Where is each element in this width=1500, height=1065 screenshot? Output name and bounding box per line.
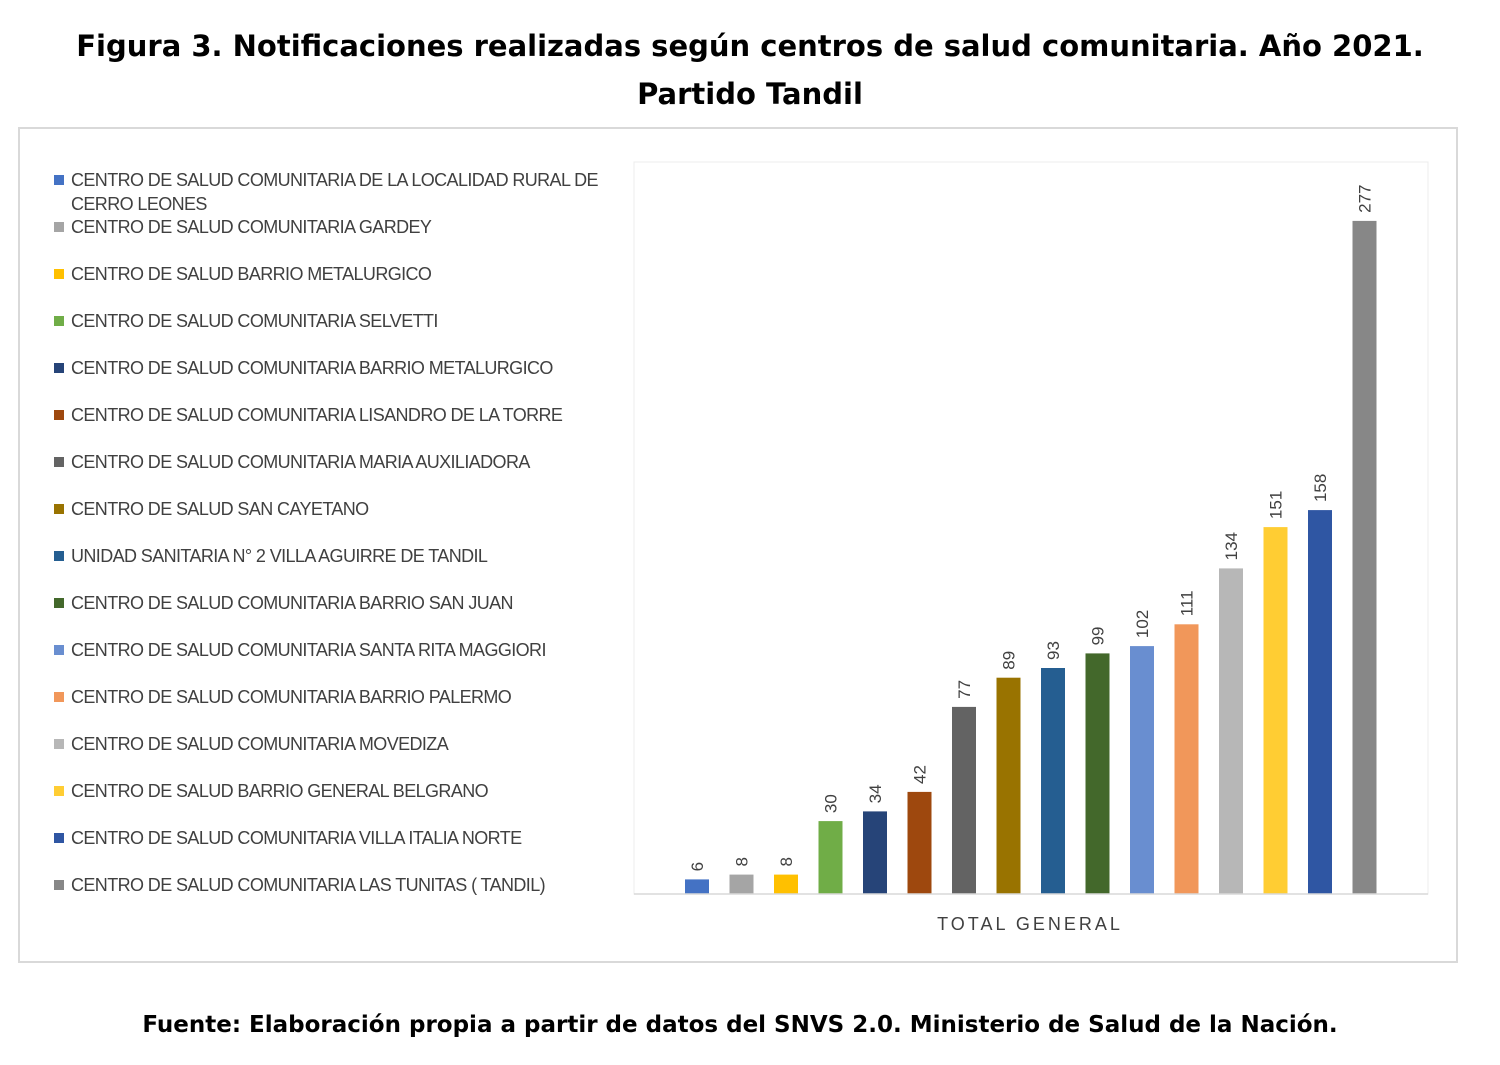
legend-label: CENTRO DE SALUD COMUNITARIA BARRIO SAN J… xyxy=(71,593,514,613)
bar xyxy=(1352,220,1377,894)
data-label: 77 xyxy=(955,680,974,699)
legend-swatch xyxy=(54,222,64,232)
bar xyxy=(996,677,1021,894)
legend-swatch xyxy=(54,457,64,467)
legend-swatch xyxy=(54,504,64,514)
data-label: 93 xyxy=(1044,641,1063,660)
bar xyxy=(1130,646,1154,894)
data-label: 151 xyxy=(1267,491,1286,519)
data-label: 8 xyxy=(733,857,752,866)
bar xyxy=(1174,624,1199,894)
bar xyxy=(952,706,976,894)
legend-label: CENTRO DE SALUD BARRIO METALURGICO xyxy=(71,264,432,284)
bar xyxy=(685,879,709,894)
legend-label: CENTRO DE SALUD COMUNITARIA BARRIO PALER… xyxy=(71,687,512,707)
data-label: 6 xyxy=(688,862,707,871)
legend-label: CENTRO DE SALUD COMUNITARIA MOVEDIZA xyxy=(71,734,449,754)
legend-swatch xyxy=(54,175,64,185)
legend-label: CENTRO DE SALUD COMUNITARIA SANTA RITA M… xyxy=(71,640,546,660)
legend-swatch xyxy=(54,363,64,373)
data-label: 99 xyxy=(1089,627,1108,646)
legend-swatch xyxy=(54,316,64,326)
chart-area xyxy=(18,127,1458,963)
data-label: 134 xyxy=(1222,532,1241,560)
bar xyxy=(1308,510,1332,894)
legend-label: CENTRO DE SALUD BARRIO GENERAL BELGRANO xyxy=(71,781,489,801)
legend-label: CENTRO DE SALUD COMUNITARIA BARRIO METAL… xyxy=(71,358,553,378)
legend-label: CENTRO DE SALUD COMUNITARIA GARDEY xyxy=(71,217,432,237)
data-label: 102 xyxy=(1133,610,1152,638)
data-label: 89 xyxy=(1000,651,1019,670)
data-label: 30 xyxy=(822,794,841,813)
legend-label: CENTRO DE SALUD COMUNITARIA LAS TUNITAS … xyxy=(71,875,546,895)
legend-swatch xyxy=(54,410,64,420)
legend-label: CENTRO DE SALUD COMUNITARIA LISANDRO DE … xyxy=(71,405,563,425)
bar xyxy=(818,821,843,894)
bar xyxy=(1263,527,1288,894)
legend-label: CENTRO DE SALUD COMUNITARIA DE LA LOCALI… xyxy=(71,170,599,214)
data-label: 277 xyxy=(1356,185,1375,213)
legend-swatch xyxy=(54,880,64,890)
legend-swatch xyxy=(54,692,64,702)
legend-label: CENTRO DE SALUD COMUNITARIA SELVETTI xyxy=(71,311,438,331)
bar xyxy=(774,874,798,894)
legend-label: CENTRO DE SALUD COMUNITARIA VILLA ITALIA… xyxy=(71,828,522,848)
legend-label: UNIDAD SANITARIA N° 2 VILLA AGUIRRE DE T… xyxy=(71,546,488,566)
bar xyxy=(1041,668,1065,894)
data-label: 158 xyxy=(1311,474,1330,502)
legend-swatch xyxy=(54,269,64,279)
bar xyxy=(729,874,754,894)
bar xyxy=(907,791,932,894)
bar xyxy=(1085,653,1110,894)
legend-swatch xyxy=(54,645,64,655)
legend-swatch xyxy=(54,739,64,749)
bar xyxy=(863,811,887,894)
figure-title: Figura 3. Notificaciones realizadas segú… xyxy=(76,29,1424,111)
source-note: Fuente: Elaboración propia a partir de d… xyxy=(142,1012,1338,1038)
data-label: 8 xyxy=(777,857,796,866)
legend-swatch xyxy=(54,833,64,843)
data-label: 42 xyxy=(911,765,930,784)
legend-swatch xyxy=(54,551,64,561)
legend-label: CENTRO DE SALUD COMUNITARIA MARIA AUXILI… xyxy=(71,452,530,472)
legend-swatch xyxy=(54,598,64,608)
bar xyxy=(1219,568,1243,894)
legend-label: CENTRO DE SALUD SAN CAYETANO xyxy=(71,499,369,519)
category-tick-label: TOTAL GENERAL xyxy=(937,914,1123,934)
data-label: 34 xyxy=(866,784,885,803)
legend-swatch xyxy=(54,786,64,796)
data-label: 111 xyxy=(1178,590,1197,616)
